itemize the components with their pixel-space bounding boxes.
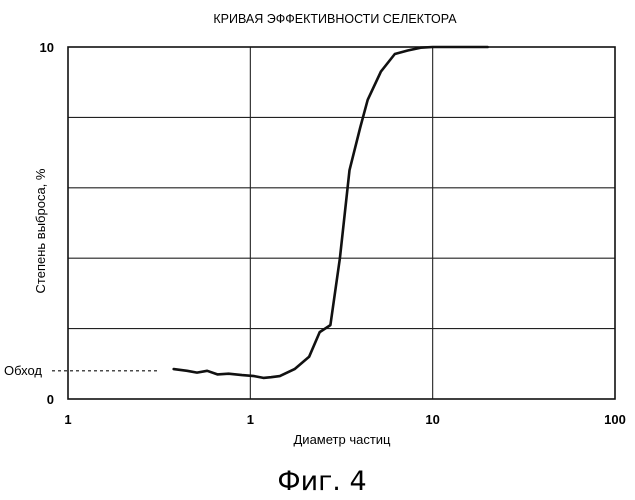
tick-labels: 1 1 10 100 0 10: [40, 40, 626, 427]
bypass-annotation-label: Обход: [4, 363, 42, 378]
y-axis-label: Степень выброса, %: [33, 168, 48, 293]
y-tick-label: 10: [40, 40, 54, 55]
x-tick-label: 1: [64, 412, 71, 427]
y-tick-label: 0: [47, 392, 54, 407]
figure-caption: Фиг. 4: [277, 466, 366, 497]
annotation-layer: Обход: [4, 363, 160, 378]
x-tick-label: 1: [247, 412, 254, 427]
x-axis-label: Диаметр частиц: [294, 432, 392, 447]
chart-title: КРИВАЯ ЭФФЕКТИВНОСТИ СЕЛЕКТОРА: [213, 12, 457, 26]
plot-frame: [68, 47, 615, 399]
x-tick-label: 100: [604, 412, 626, 427]
grid: [68, 47, 615, 399]
x-tick-label: 10: [425, 412, 439, 427]
